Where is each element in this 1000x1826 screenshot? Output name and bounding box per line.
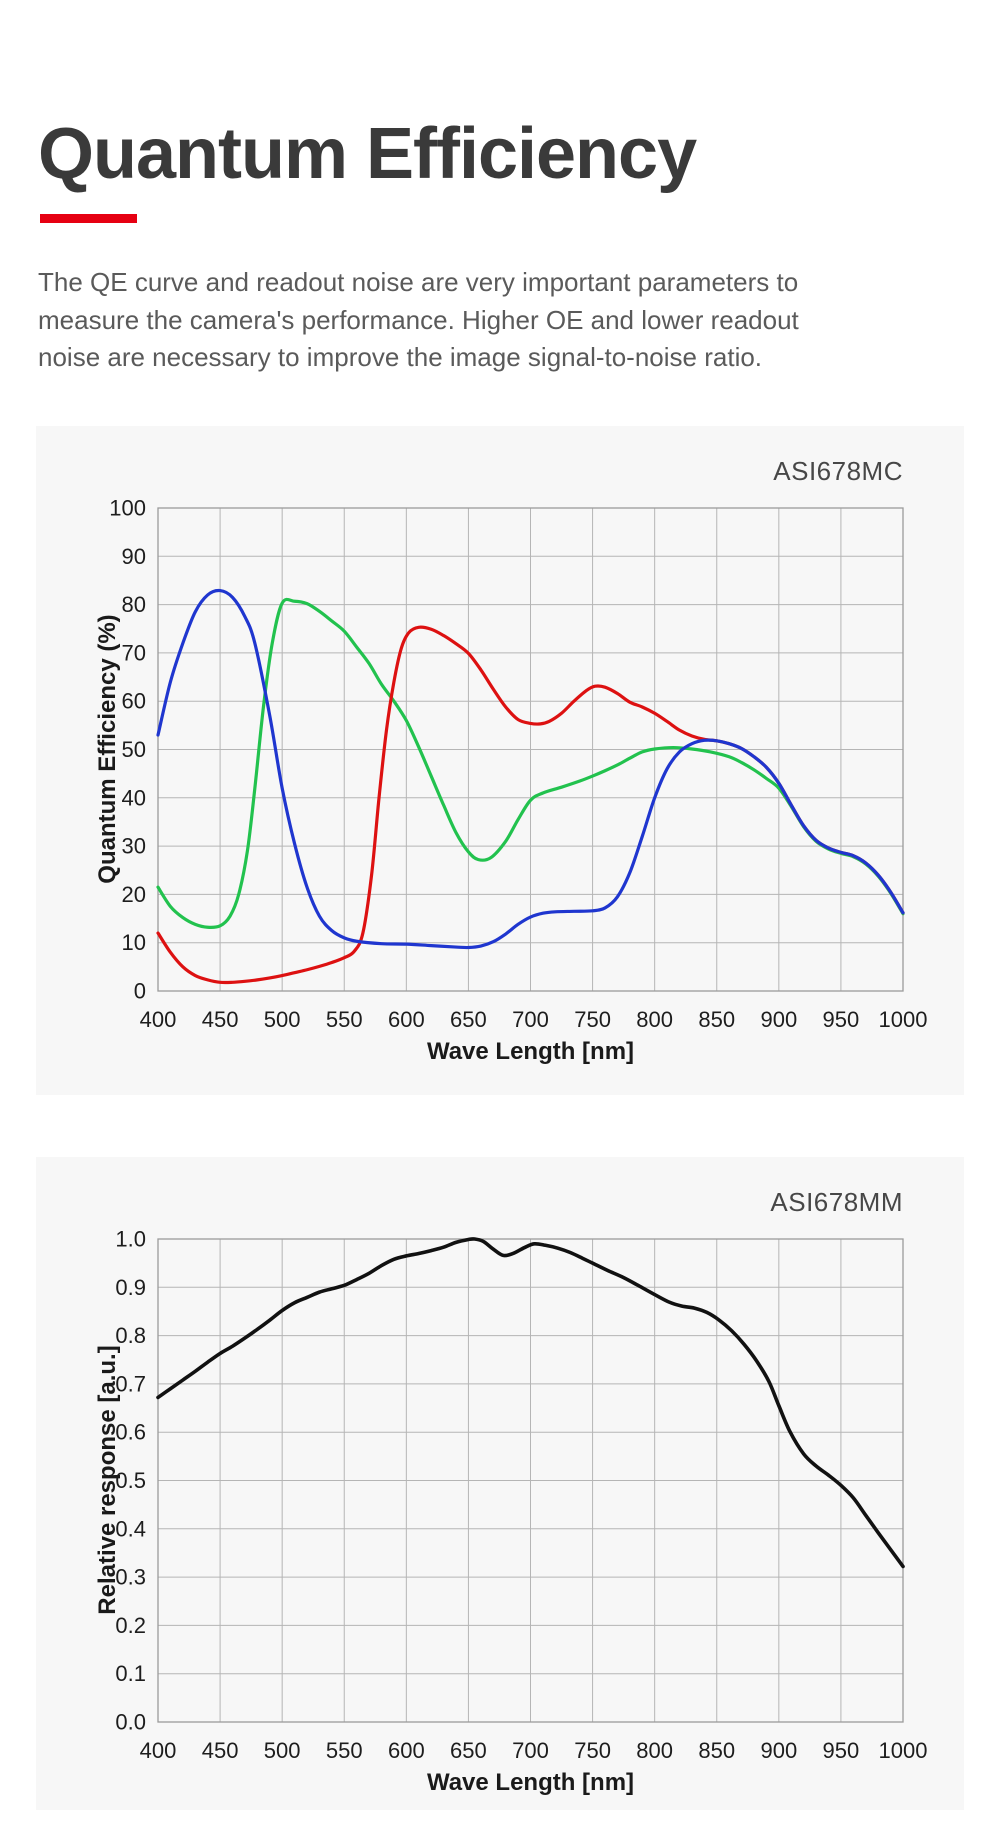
- svg-text:100: 100: [109, 496, 146, 521]
- svg-text:400: 400: [140, 1738, 177, 1763]
- svg-text:750: 750: [574, 1738, 611, 1763]
- svg-text:0.7: 0.7: [115, 1371, 146, 1396]
- svg-text:0.3: 0.3: [115, 1565, 146, 1590]
- svg-text:0.2: 0.2: [115, 1613, 146, 1638]
- chart-title-asi678mc: ASI678MC: [773, 456, 903, 486]
- svg-text:650: 650: [450, 1007, 487, 1032]
- svg-text:0.6: 0.6: [115, 1420, 146, 1445]
- svg-text:80: 80: [122, 592, 146, 617]
- x-axis-label-wavelength: Wave Length [nm]: [426, 1038, 635, 1065]
- svg-text:500: 500: [264, 1007, 301, 1032]
- svg-text:650: 650: [450, 1738, 487, 1763]
- svg-text:0.9: 0.9: [115, 1275, 146, 1300]
- svg-text:850: 850: [698, 1007, 735, 1032]
- svg-text:1.0: 1.0: [115, 1227, 146, 1252]
- svg-text:550: 550: [326, 1007, 363, 1032]
- svg-text:950: 950: [823, 1738, 860, 1763]
- y-axis-label-relative-response: Relative response [a.u.]: [94, 1345, 121, 1615]
- x-axis-label-wavelength: Wave Length [nm]: [426, 1769, 635, 1796]
- svg-text:20: 20: [122, 882, 146, 907]
- chart-title-asi678mm: ASI678MM: [770, 1187, 903, 1217]
- svg-text:500: 500: [264, 1738, 301, 1763]
- svg-text:800: 800: [636, 1007, 673, 1032]
- svg-text:550: 550: [326, 1738, 363, 1763]
- svg-text:0.5: 0.5: [115, 1468, 146, 1493]
- svg-text:1000: 1000: [879, 1007, 928, 1032]
- svg-text:0.0: 0.0: [115, 1710, 146, 1735]
- svg-text:60: 60: [122, 689, 146, 714]
- svg-text:70: 70: [122, 640, 146, 665]
- svg-text:600: 600: [388, 1007, 425, 1032]
- qe-chart-panel-asi678mc: 400 450 500 550 600 650 700 750 800 850 900 950 1000…: [36, 426, 964, 1095]
- svg-text:700: 700: [512, 1007, 549, 1032]
- page-title: Quantum Efficiency: [38, 114, 697, 194]
- svg-text:0.8: 0.8: [115, 1323, 146, 1348]
- svg-text:450: 450: [202, 1007, 239, 1032]
- svg-text:50: 50: [122, 737, 146, 762]
- svg-text:900: 900: [760, 1738, 797, 1763]
- svg-text:800: 800: [636, 1738, 673, 1763]
- svg-text:90: 90: [122, 544, 146, 569]
- svg-text:30: 30: [122, 834, 146, 859]
- y-axis-label-quantum-efficiency: Quantum Efficiency (%): [94, 614, 121, 884]
- qe-chart-canvas-asi678mm: 400 450 500 550 600 650 700 750 800 850 900 950 1000…: [115, 1227, 928, 1764]
- qe-chart-panel-asi678mm: 400 450 500 550 600 650 700 750 800 850 900 950 1000…: [36, 1157, 964, 1810]
- svg-text:750: 750: [574, 1007, 611, 1032]
- svg-text:0: 0: [134, 979, 146, 1004]
- svg-text:700: 700: [512, 1738, 549, 1763]
- svg-text:850: 850: [698, 1738, 735, 1763]
- svg-text:40: 40: [122, 785, 146, 810]
- svg-text:900: 900: [760, 1007, 797, 1032]
- svg-text:0.1: 0.1: [115, 1661, 146, 1686]
- svg-text:0.4: 0.4: [115, 1516, 146, 1541]
- intro-paragraph: The QE curve and readout noise are very …: [38, 267, 799, 372]
- qe-chart-canvas-asi678mc: 400 450 500 550 600 650 700 750 800 850 900 950 1000…: [109, 496, 928, 1033]
- svg-text:950: 950: [823, 1007, 860, 1032]
- svg-text:10: 10: [122, 930, 146, 955]
- svg-text:600: 600: [388, 1738, 425, 1763]
- svg-text:1000: 1000: [879, 1738, 928, 1763]
- title-underline-accent-bar: [40, 214, 137, 223]
- svg-text:400: 400: [140, 1007, 177, 1032]
- svg-text:450: 450: [202, 1738, 239, 1763]
